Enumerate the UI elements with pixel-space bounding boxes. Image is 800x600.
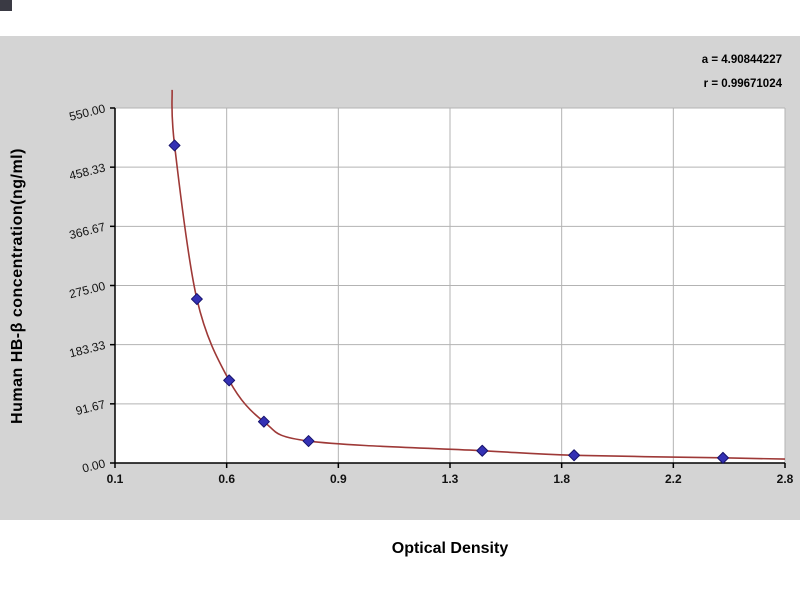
x-axis-label: Optical Density: [392, 540, 509, 557]
data-point: [223, 374, 236, 387]
x-tick-label: 0.1: [107, 472, 124, 486]
data-point: [190, 293, 203, 306]
fit-stat-r: r = 0.99671024: [704, 78, 783, 90]
fit-stat-a: a = 4.90844227: [702, 54, 782, 66]
fit-curve: [171, 89, 786, 460]
x-tick-label: 0.6: [218, 472, 235, 486]
x-tick-label: 1.3: [442, 472, 459, 486]
x-tick-label: 2.8: [777, 472, 794, 486]
data-point: [257, 415, 270, 428]
x-tick-label: 2.2: [665, 472, 682, 486]
corner-artifact: [0, 0, 12, 11]
data-point: [302, 435, 315, 448]
plot-dynamic-layer: 0.1 0.6 0.9 1.3 1.8 2.2 2.80.0091.67183.33275.…: [68, 89, 794, 486]
data-point: [568, 449, 581, 462]
data-point: [168, 139, 181, 152]
x-tick-label: 1.8: [553, 472, 570, 486]
y-axis-label: Human HB-β concentration(ng/ml): [9, 148, 26, 424]
data-point: [716, 451, 729, 464]
x-tick-label: 0.9: [330, 472, 347, 486]
data-point: [476, 444, 489, 457]
y-tick-label: 0.00: [81, 456, 107, 475]
